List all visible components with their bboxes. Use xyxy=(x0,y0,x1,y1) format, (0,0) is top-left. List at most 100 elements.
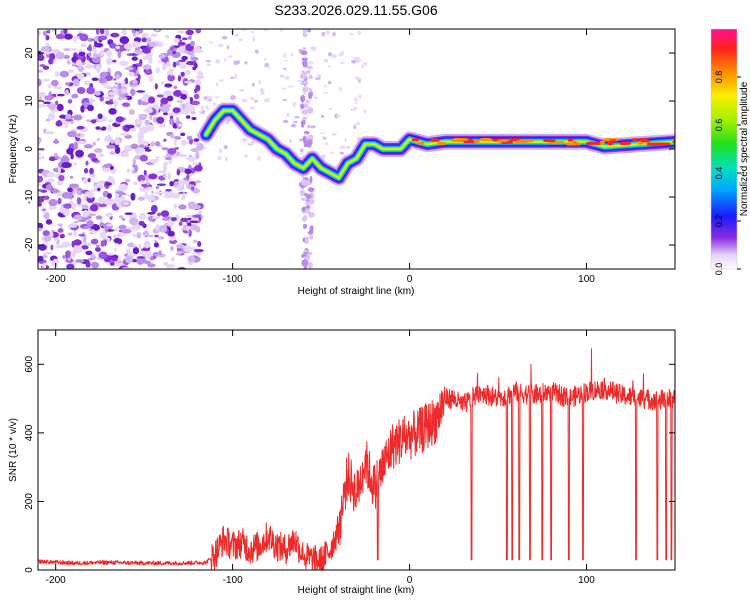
noise-speckle xyxy=(69,175,74,179)
noise-speckle xyxy=(92,52,98,59)
noise-speckle xyxy=(180,71,185,77)
noise-speckle xyxy=(191,204,201,210)
noise-speckle xyxy=(181,55,188,61)
noise-speckle xyxy=(118,224,127,230)
noise-speckle xyxy=(90,238,99,245)
noise-speckle xyxy=(308,251,313,256)
noise-speckle xyxy=(259,88,265,93)
noise-speckle xyxy=(189,220,199,224)
noise-speckle xyxy=(126,168,131,173)
noise-speckle xyxy=(124,255,134,264)
noise-speckle xyxy=(303,262,308,269)
noise-speckle xyxy=(97,35,108,41)
noise-speckle xyxy=(88,57,94,63)
noise-speckle xyxy=(205,104,209,110)
noise-speckle xyxy=(105,75,114,81)
noise-speckle xyxy=(38,155,43,160)
noise-speckle xyxy=(144,191,148,200)
noise-speckle xyxy=(360,64,364,69)
noise-speckle xyxy=(56,180,64,186)
noise-speckle xyxy=(105,85,111,89)
noise-speckle xyxy=(131,224,141,231)
noise-speckle xyxy=(124,212,133,216)
ridge-hotspot xyxy=(543,139,556,143)
y-tick-label: 0 xyxy=(24,567,35,573)
noise-speckle xyxy=(154,234,159,238)
noise-speckle xyxy=(137,196,145,201)
noise-speckle xyxy=(169,181,174,187)
noise-speckle xyxy=(95,126,101,130)
noise-speckle xyxy=(79,33,89,42)
noise-speckle xyxy=(324,58,329,64)
x-tick-label: -200 xyxy=(46,575,66,586)
noise-speckle xyxy=(125,95,133,101)
noise-speckle xyxy=(286,112,290,117)
noise-speckle xyxy=(301,116,308,120)
noise-speckle xyxy=(190,40,195,47)
noise-speckle xyxy=(128,109,135,115)
noise-speckle xyxy=(316,73,322,79)
ridge-hotspot xyxy=(599,140,606,144)
noise-speckle xyxy=(78,233,86,237)
noise-speckle xyxy=(78,51,86,57)
ridge-hotspot xyxy=(515,140,528,144)
noise-speckle xyxy=(73,141,79,150)
noise-speckle xyxy=(77,65,85,72)
noise-speckle xyxy=(206,63,212,67)
noise-speckle xyxy=(156,183,167,186)
noise-speckle xyxy=(76,87,86,94)
noise-speckle xyxy=(83,144,94,149)
noise-speckle xyxy=(67,68,75,73)
noise-speckle xyxy=(93,148,103,153)
noise-speckle xyxy=(141,47,151,54)
noise-speckle xyxy=(73,114,83,121)
noise-speckle xyxy=(99,95,104,102)
noise-speckle xyxy=(282,67,287,70)
noise-speckle xyxy=(38,137,41,145)
noise-speckle xyxy=(185,29,194,36)
noise-speckle xyxy=(178,59,186,63)
noise-speckle xyxy=(301,254,305,258)
noise-speckle xyxy=(62,254,66,259)
noise-speckle xyxy=(353,97,358,102)
noise-speckle xyxy=(66,263,75,269)
noise-speckle xyxy=(130,192,136,201)
noise-speckle xyxy=(265,65,271,69)
noise-speckle xyxy=(173,85,178,90)
noise-speckle xyxy=(82,226,91,229)
noise-speckle xyxy=(178,221,183,227)
noise-speckle xyxy=(83,194,87,202)
noise-speckle xyxy=(99,29,105,35)
noise-speckle xyxy=(111,178,116,186)
noise-speckle xyxy=(55,100,59,106)
noise-speckle xyxy=(226,118,231,122)
noise-speckle xyxy=(66,147,74,155)
noise-speckle xyxy=(263,29,268,32)
noise-speckle xyxy=(142,64,152,70)
noise-speckle xyxy=(135,30,139,37)
noise-speckle xyxy=(190,111,196,114)
y-tick-label: 600 xyxy=(24,356,35,373)
noise-speckle xyxy=(39,64,46,67)
noise-speckle xyxy=(158,250,162,256)
noise-speckle xyxy=(38,188,44,192)
noise-speckle xyxy=(325,29,330,35)
noise-speckle xyxy=(303,80,309,85)
noise-speckle xyxy=(113,78,117,81)
noise-speckle xyxy=(82,234,87,243)
noise-speckle xyxy=(86,86,96,95)
noise-speckle xyxy=(197,240,202,248)
noise-speckle xyxy=(90,49,98,53)
noise-speckle xyxy=(344,137,347,143)
y-axis-label: Frequency (Hz) xyxy=(8,115,19,184)
noise-speckle xyxy=(117,232,126,237)
noise-speckle xyxy=(73,214,83,221)
ridge-hotspot xyxy=(500,139,508,143)
noise-speckle xyxy=(104,29,110,37)
noise-speckle xyxy=(41,208,47,212)
noise-speckle xyxy=(308,61,314,65)
noise-speckle xyxy=(194,79,202,87)
noise-speckle xyxy=(163,195,173,199)
noise-speckle xyxy=(121,79,126,88)
noise-speckle xyxy=(148,173,158,180)
